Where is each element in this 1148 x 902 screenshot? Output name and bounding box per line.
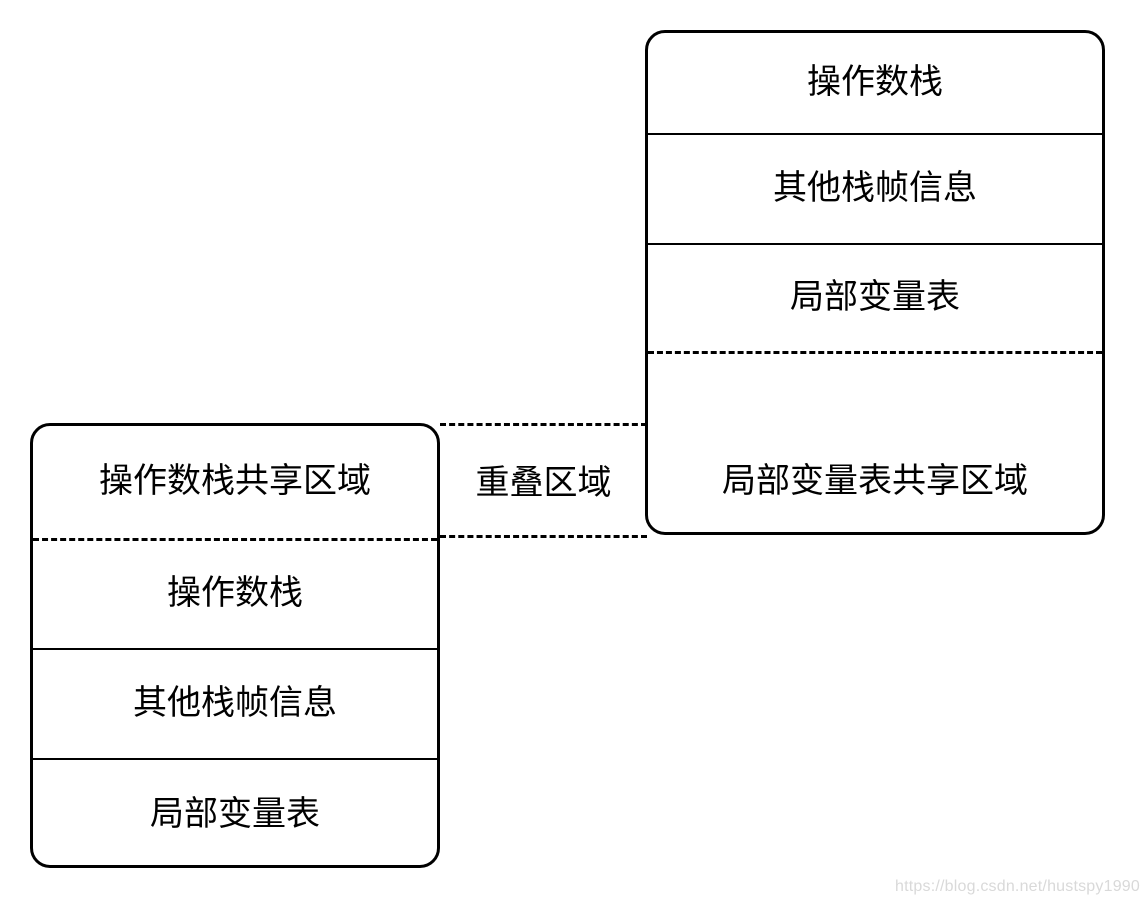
upper-row-label: 局部变量表: [790, 278, 960, 319]
diagram-canvas: 操作数栈 其他栈帧信息 局部变量表 局部变量表共享区域 重叠区域 操作数栈共享区…: [0, 0, 1148, 902]
lower-row-label: 其他栈帧信息: [133, 684, 337, 725]
overlap-label-text: 重叠区域: [476, 455, 612, 504]
overlap-connector-bottom: [440, 535, 647, 538]
upper-row-label: 其他栈帧信息: [773, 169, 977, 210]
upper-row-local-vars-shared: 局部变量表共享区域: [648, 426, 1102, 535]
upper-row-label: 局部变量表共享区域: [722, 462, 1028, 503]
lower-stack-frame: 操作数栈共享区域 操作数栈 其他栈帧信息 局部变量表: [30, 423, 440, 868]
lower-row-operand-stack: 操作数栈: [33, 538, 437, 648]
watermark-text: https://blog.csdn.net/hustspy1990: [895, 878, 1140, 896]
overlap-label: 重叠区域: [440, 423, 647, 535]
upper-row-label: 操作数栈: [807, 63, 943, 104]
upper-row-operand-stack: 操作数栈: [648, 33, 1102, 133]
lower-row-label: 局部变量表: [150, 795, 320, 836]
upper-row-other-frame-info: 其他栈帧信息: [648, 133, 1102, 243]
lower-row-label: 操作数栈共享区域: [99, 462, 371, 503]
lower-row-label: 操作数栈: [167, 574, 303, 615]
upper-stack-frame: 操作数栈 其他栈帧信息 局部变量表 局部变量表共享区域: [645, 30, 1105, 535]
lower-row-operand-stack-shared: 操作数栈共享区域: [33, 426, 437, 538]
lower-row-local-vars: 局部变量表: [33, 758, 437, 868]
upper-row-dashed-gap: [648, 351, 1102, 426]
lower-row-other-frame-info: 其他栈帧信息: [33, 648, 437, 758]
upper-row-local-vars: 局部变量表: [648, 243, 1102, 351]
